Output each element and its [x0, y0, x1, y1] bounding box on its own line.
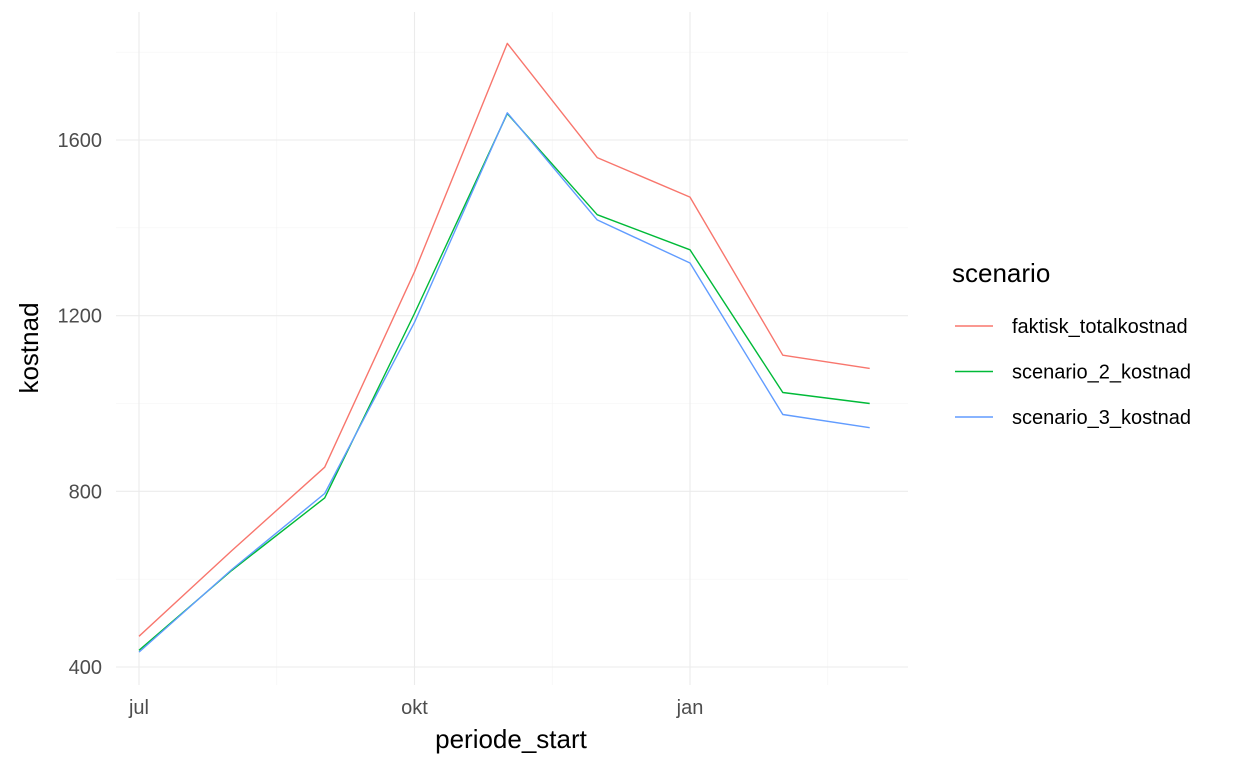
legend-label: faktisk_totalkostnad: [1012, 316, 1188, 338]
y-tick-label: 1600: [58, 130, 103, 152]
x-tick-label: jul: [128, 697, 149, 719]
series-lines: [138, 42, 870, 653]
series-line-scenario-2-kostnad: [138, 112, 870, 651]
x-tick-label: jan: [676, 697, 704, 719]
legend-label: scenario_2_kostnad: [1012, 362, 1191, 384]
legend: scenario faktisk_totalkostnad scenario_2_…: [952, 258, 1191, 429]
major-gridlines: [116, 12, 908, 685]
series-line-scenario-3-kostnad: [138, 112, 870, 653]
x-axis-ticks: jul okt jan: [128, 697, 703, 719]
x-axis-title: periode_start: [435, 724, 588, 754]
y-tick-label: 1200: [58, 306, 103, 328]
y-tick-label: 400: [69, 657, 102, 679]
x-tick-label: okt: [401, 697, 428, 719]
series-line-faktisk-totalkostnad: [138, 42, 870, 637]
minor-gridlines: [116, 12, 908, 685]
y-axis-ticks: 400 800 1200 1600: [58, 130, 103, 679]
y-axis-title: kostnad: [14, 302, 44, 393]
y-tick-label: 800: [69, 481, 102, 503]
legend-title: scenario: [952, 258, 1050, 288]
legend-label: scenario_3_kostnad: [1012, 407, 1191, 429]
